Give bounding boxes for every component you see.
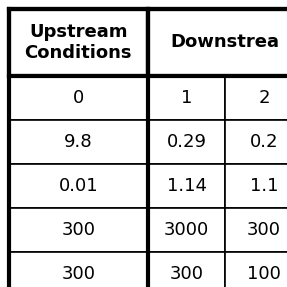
Text: 300: 300 — [61, 221, 95, 239]
Text: 2: 2 — [258, 89, 270, 107]
Bar — [9, 9, 148, 76]
Text: Upstream
Conditions: Upstream Conditions — [24, 23, 132, 62]
Text: 1.14: 1.14 — [166, 177, 207, 195]
Bar — [225, 208, 287, 252]
Text: 3000: 3000 — [164, 221, 209, 239]
Bar — [148, 164, 225, 208]
Text: Downstrea: Downstrea — [171, 33, 280, 51]
Bar — [148, 252, 225, 287]
Bar — [225, 120, 287, 164]
Bar — [225, 252, 287, 287]
Bar — [148, 9, 287, 76]
Bar — [9, 76, 148, 120]
Bar — [9, 252, 148, 287]
Text: 0.2: 0.2 — [250, 133, 278, 151]
Bar — [225, 164, 287, 208]
Text: 1.1: 1.1 — [250, 177, 278, 195]
Bar — [148, 208, 225, 252]
Text: 300: 300 — [247, 221, 281, 239]
Text: 100: 100 — [247, 265, 281, 283]
Bar — [9, 120, 148, 164]
Bar — [9, 208, 148, 252]
Text: 9.8: 9.8 — [64, 133, 92, 151]
Text: 0.29: 0.29 — [166, 133, 207, 151]
Bar — [148, 120, 225, 164]
Text: 300: 300 — [61, 265, 95, 283]
Text: 1: 1 — [181, 89, 192, 107]
Bar — [225, 76, 287, 120]
Bar — [148, 76, 225, 120]
Text: 300: 300 — [170, 265, 203, 283]
Text: 0: 0 — [73, 89, 84, 107]
Text: 0.01: 0.01 — [58, 177, 98, 195]
Bar — [9, 164, 148, 208]
